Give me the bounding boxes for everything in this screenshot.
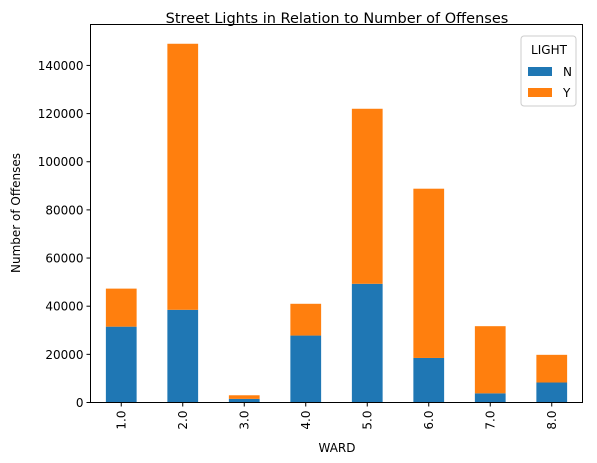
y-tick-label: 80000	[45, 203, 83, 217]
bar-n-ward-7.0	[475, 393, 506, 402]
x-tick-label: 6.0	[422, 411, 436, 430]
bar-n-ward-3.0	[229, 399, 260, 403]
bar-n-ward-5.0	[352, 284, 383, 403]
bar-n-ward-8.0	[536, 383, 567, 403]
x-tick-label: 1.0	[114, 411, 128, 430]
y-tick-label: 60000	[45, 252, 83, 266]
x-tick-label: 2.0	[176, 411, 190, 430]
bar-y-ward-2.0	[167, 44, 198, 310]
x-tick-label: 7.0	[483, 411, 497, 430]
y-tick-label: 120000	[38, 107, 84, 121]
bar-n-ward-2.0	[167, 310, 198, 403]
y-tick-label: 40000	[45, 300, 83, 314]
x-tick-label: 4.0	[299, 411, 313, 430]
y-axis-label: Number of Offenses	[9, 153, 23, 273]
x-tick-label: 8.0	[545, 411, 559, 430]
legend-label-n: N	[563, 65, 572, 79]
legend-swatch-y	[528, 88, 552, 97]
legend-title: LIGHT	[531, 43, 568, 57]
bar-y-ward-8.0	[536, 355, 567, 383]
y-tick-label: 100000	[38, 155, 84, 169]
bar-n-ward-1.0	[106, 327, 137, 403]
legend: LIGHT N Y	[521, 36, 576, 106]
legend-label-y: Y	[562, 86, 571, 100]
bar-n-ward-4.0	[290, 336, 321, 403]
y-tick-label: 0	[76, 396, 84, 410]
bar-y-ward-5.0	[352, 109, 383, 284]
bar-y-ward-6.0	[413, 189, 444, 358]
y-tick-label: 20000	[45, 348, 83, 362]
y-tick-label: 140000	[38, 59, 84, 73]
x-tick-label: 3.0	[237, 411, 251, 430]
bar-y-ward-1.0	[106, 289, 137, 327]
bar-y-ward-7.0	[475, 326, 506, 393]
bar-y-ward-3.0	[229, 395, 260, 399]
bar-y-ward-4.0	[290, 304, 321, 336]
x-tick-label: 5.0	[360, 411, 374, 430]
x-axis-label: WARD	[319, 441, 356, 455]
bar-n-ward-6.0	[413, 358, 444, 403]
legend-swatch-n	[528, 67, 552, 76]
